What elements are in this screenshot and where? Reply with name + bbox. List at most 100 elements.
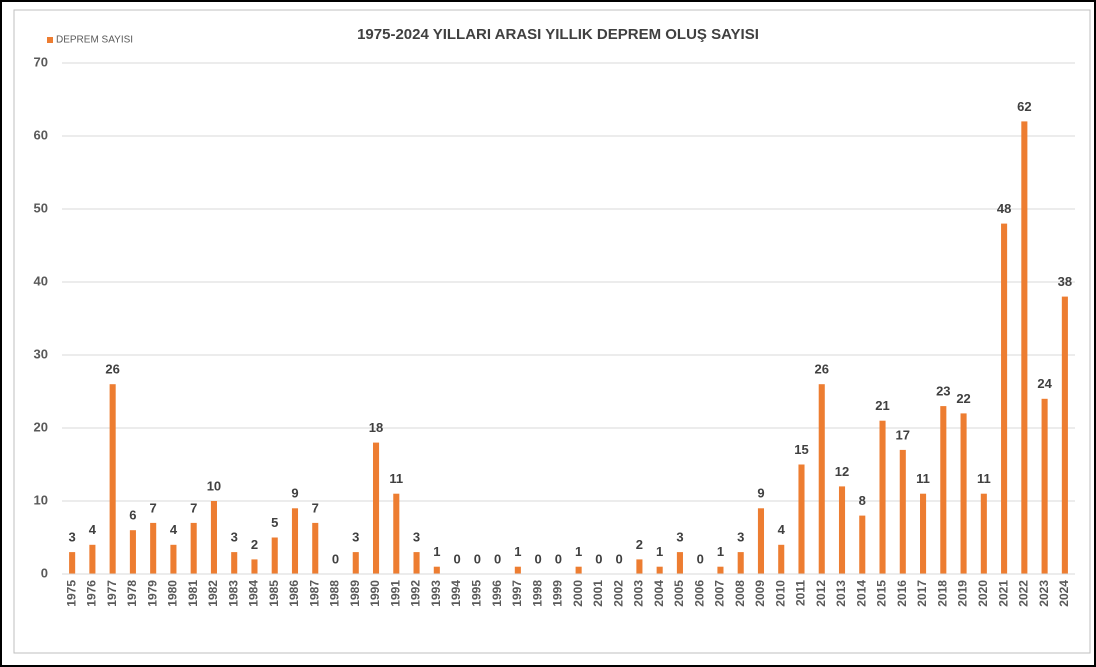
x-tick-label: 1998 xyxy=(530,580,544,607)
data-label: 3 xyxy=(69,530,76,545)
data-label: 17 xyxy=(896,427,910,442)
data-label: 15 xyxy=(794,442,808,457)
data-label: 1 xyxy=(433,544,440,559)
data-label: 24 xyxy=(1037,376,1052,391)
legend-swatch xyxy=(47,37,53,43)
data-label: 0 xyxy=(595,551,602,566)
x-tick-label: 1979 xyxy=(145,580,159,607)
x-tick-label: 1985 xyxy=(267,580,281,607)
x-tick-label: 1977 xyxy=(105,580,119,607)
bar xyxy=(676,552,683,574)
data-label: 3 xyxy=(676,530,683,545)
data-label: 3 xyxy=(413,530,420,545)
x-tick-label: 2005 xyxy=(672,580,686,607)
data-label: 10 xyxy=(207,478,221,493)
data-label: 3 xyxy=(352,530,359,545)
bar xyxy=(514,566,521,574)
x-tick-label: 2021 xyxy=(996,580,1010,607)
y-tick-label: 20 xyxy=(34,419,48,434)
x-tick-label: 2008 xyxy=(733,580,747,607)
chart-title: 1975-2024 YILLARI ARASI YILLIK DEPREM OL… xyxy=(357,26,759,43)
x-tick-label: 1991 xyxy=(388,580,402,607)
bar xyxy=(89,544,96,574)
data-label: 9 xyxy=(757,486,764,501)
x-tick-label: 2024 xyxy=(1057,580,1071,607)
x-tick-label: 2011 xyxy=(794,580,808,606)
data-label: 0 xyxy=(534,551,541,566)
data-label: 0 xyxy=(616,551,623,566)
x-tick-label: 1995 xyxy=(470,580,484,607)
bar xyxy=(109,384,116,574)
bar xyxy=(798,464,805,574)
data-label: 0 xyxy=(555,551,562,566)
data-label: 4 xyxy=(778,522,786,537)
x-tick-label: 2006 xyxy=(692,580,706,607)
y-tick-label: 50 xyxy=(34,200,48,215)
bar xyxy=(960,413,967,574)
data-label: 12 xyxy=(835,464,849,479)
bar xyxy=(717,566,724,574)
x-tick-label: 2015 xyxy=(875,580,889,607)
data-label: 11 xyxy=(389,471,403,486)
x-tick-label: 2020 xyxy=(976,580,990,607)
x-tick-label: 1988 xyxy=(328,580,342,607)
bar xyxy=(210,501,217,574)
x-tick-label: 1993 xyxy=(429,580,443,607)
data-label: 4 xyxy=(89,522,97,537)
x-tick-label: 1997 xyxy=(510,580,524,607)
data-label: 7 xyxy=(312,500,319,515)
data-label: 0 xyxy=(453,551,460,566)
bar xyxy=(251,559,258,574)
x-tick-label: 2014 xyxy=(854,580,868,607)
data-label: 1 xyxy=(575,544,582,559)
data-label: 22 xyxy=(956,391,970,406)
data-label: 9 xyxy=(291,486,298,501)
x-tick-label: 1983 xyxy=(226,580,240,607)
bar xyxy=(757,508,765,574)
data-label: 26 xyxy=(105,362,119,377)
x-tick-label: 1994 xyxy=(449,580,463,607)
chart-frame xyxy=(13,9,1091,654)
data-label: 3 xyxy=(737,530,744,545)
data-label: 0 xyxy=(494,551,501,566)
bar xyxy=(1021,121,1028,575)
x-tick-label: 2023 xyxy=(1037,580,1051,607)
bar xyxy=(170,544,177,574)
x-tick-label: 2000 xyxy=(571,580,585,607)
bar xyxy=(859,515,866,574)
x-tick-label: 2001 xyxy=(591,580,605,607)
x-tick-label: 1987 xyxy=(307,580,321,607)
bar xyxy=(312,522,319,574)
bar xyxy=(69,552,76,574)
bar xyxy=(636,559,643,574)
x-tick-label: 2016 xyxy=(895,580,909,607)
data-label: 6 xyxy=(129,508,136,523)
y-tick-label: 30 xyxy=(34,346,48,361)
x-tick-label: 2007 xyxy=(713,580,727,607)
bar xyxy=(372,442,380,574)
y-tick-label: 0 xyxy=(41,565,48,580)
x-tick-label: 2012 xyxy=(814,580,828,607)
data-label: 21 xyxy=(875,398,889,413)
data-label: 18 xyxy=(369,420,383,435)
bar xyxy=(231,552,238,574)
x-tick-label: 1976 xyxy=(85,580,99,607)
bar xyxy=(1001,223,1008,574)
data-label: 1 xyxy=(717,544,724,559)
x-tick-label: 1984 xyxy=(247,580,261,607)
bar xyxy=(129,530,136,574)
bar xyxy=(1061,296,1068,574)
x-tick-label: 1990 xyxy=(368,580,382,607)
bar xyxy=(737,552,744,574)
data-label: 5 xyxy=(271,515,278,530)
x-tick-label: 2009 xyxy=(753,580,767,607)
x-tick-label: 1982 xyxy=(206,580,220,607)
bar xyxy=(291,508,299,574)
y-tick-label: 10 xyxy=(34,492,48,507)
x-tick-label: 1999 xyxy=(551,580,565,607)
data-label: 11 xyxy=(977,471,991,486)
data-label: 7 xyxy=(150,500,157,515)
data-label: 1 xyxy=(656,544,663,559)
